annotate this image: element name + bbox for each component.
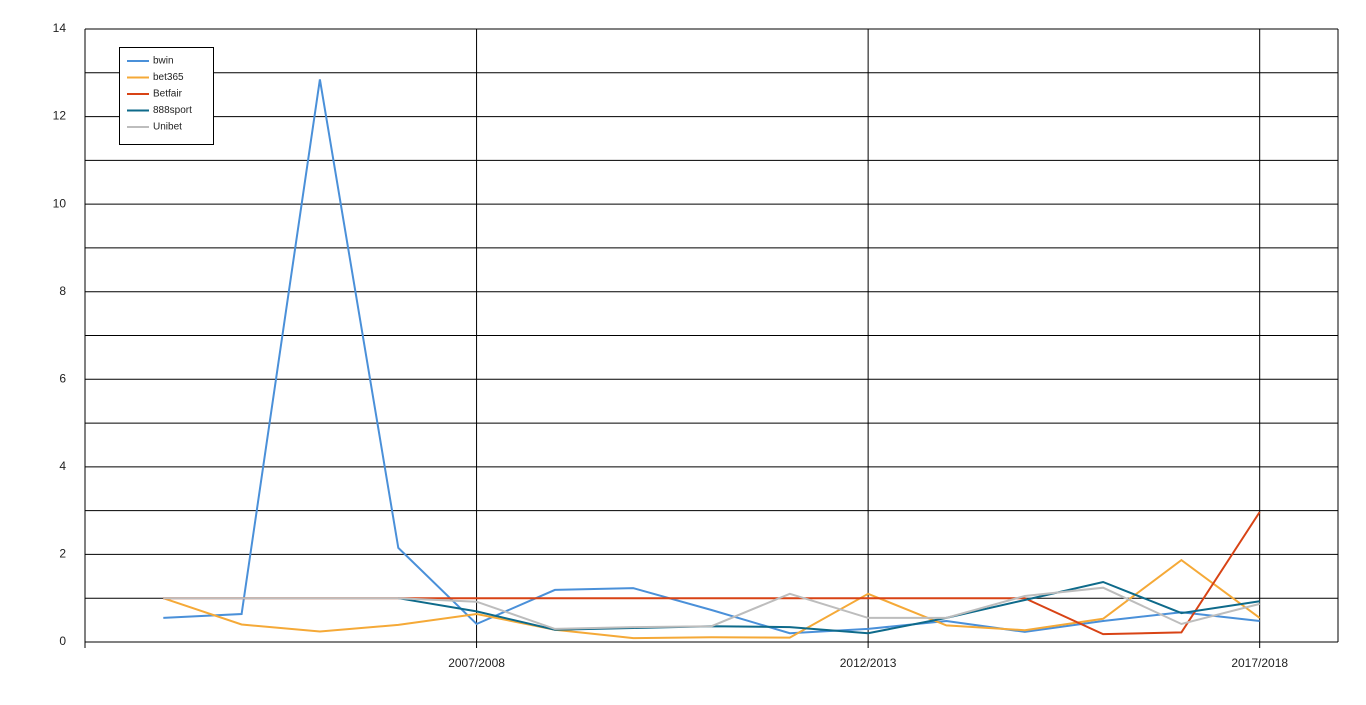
legend-label: bwin (153, 56, 174, 67)
y-tick-label: 10 (53, 196, 67, 210)
series-line (398, 580, 1260, 635)
legend-label: Unibet (153, 122, 182, 133)
series-line (163, 511, 1261, 636)
legend-box (119, 47, 214, 145)
series-line (163, 586, 1260, 630)
y-tick-label: 12 (53, 109, 67, 123)
legend-label: 888sport (153, 105, 192, 116)
x-tick-label: 2007/2008 (448, 656, 505, 670)
y-tick-label: 8 (59, 284, 66, 298)
y-tick-label: 2 (59, 547, 66, 561)
y-tick-label: 6 (59, 371, 66, 385)
legend-label: Betfair (153, 89, 183, 100)
y-tick-label: 0 (59, 634, 66, 648)
series-line (163, 79, 1260, 635)
legend-label: bet365 (153, 72, 184, 83)
y-tick-label: 4 (59, 459, 66, 473)
legend: bwin bet365 Betfair 888sport Unibet (119, 47, 214, 145)
x-tick-label: 2017/2018 (1231, 656, 1288, 670)
y-tick-label: 14 (53, 21, 67, 35)
x-tick-label: 2012/2013 (840, 656, 897, 670)
